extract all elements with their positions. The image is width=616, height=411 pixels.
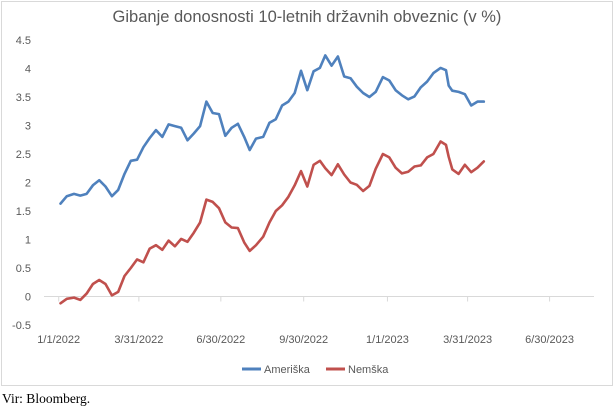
y-tick-label: 3 [25,121,31,133]
y-tick-label: 0 [25,292,31,304]
y-tick-label: 1.5 [16,206,31,218]
series-lines [59,54,486,305]
line-chart: Gibanje donosnosti 10-letnih državnih ob… [12,8,594,376]
y-tick-label: 0.5 [16,263,31,275]
y-tick-label: 2.5 [16,149,31,161]
y-tick-label: 4.5 [16,35,31,47]
x-tick-label: 3/31/2023 [443,334,492,346]
y-tick-label: 2 [25,178,31,190]
series-line-ameriska [59,54,486,205]
y-tick-label: 1 [25,235,31,247]
source-note: Vir: Bloomberg. [2,391,91,406]
x-tick-label: 1/1/2023 [366,334,409,346]
y-tick-label: 4 [25,64,31,76]
legend-label: Nemška [348,364,389,376]
y-axis-ticks: -0.5 0 0.5 1 1.5 2 2.5 3 3.5 4 4.5 [12,35,31,332]
chart-title: Gibanje donosnosti 10-letnih državnih ob… [113,8,502,26]
x-tick-label: 9/30/2022 [279,334,328,346]
x-axis-ticks: 1/1/2022 3/31/2022 6/30/2022 9/30/2022 1/1/2… [37,296,574,346]
y-tick-label: 3.5 [16,92,31,104]
y-tick-label: -0.5 [12,320,31,332]
x-tick-label: 1/1/2022 [37,334,80,346]
x-tick-label: 3/31/2022 [114,334,163,346]
x-tick-label: 6/30/2022 [196,334,245,346]
legend: Ameriška Nemška [242,364,389,376]
x-tick-label: 6/30/2023 [525,334,574,346]
series-line-nemska [59,140,486,305]
legend-label: Ameriška [264,364,311,376]
chart-frame [1,1,613,386]
